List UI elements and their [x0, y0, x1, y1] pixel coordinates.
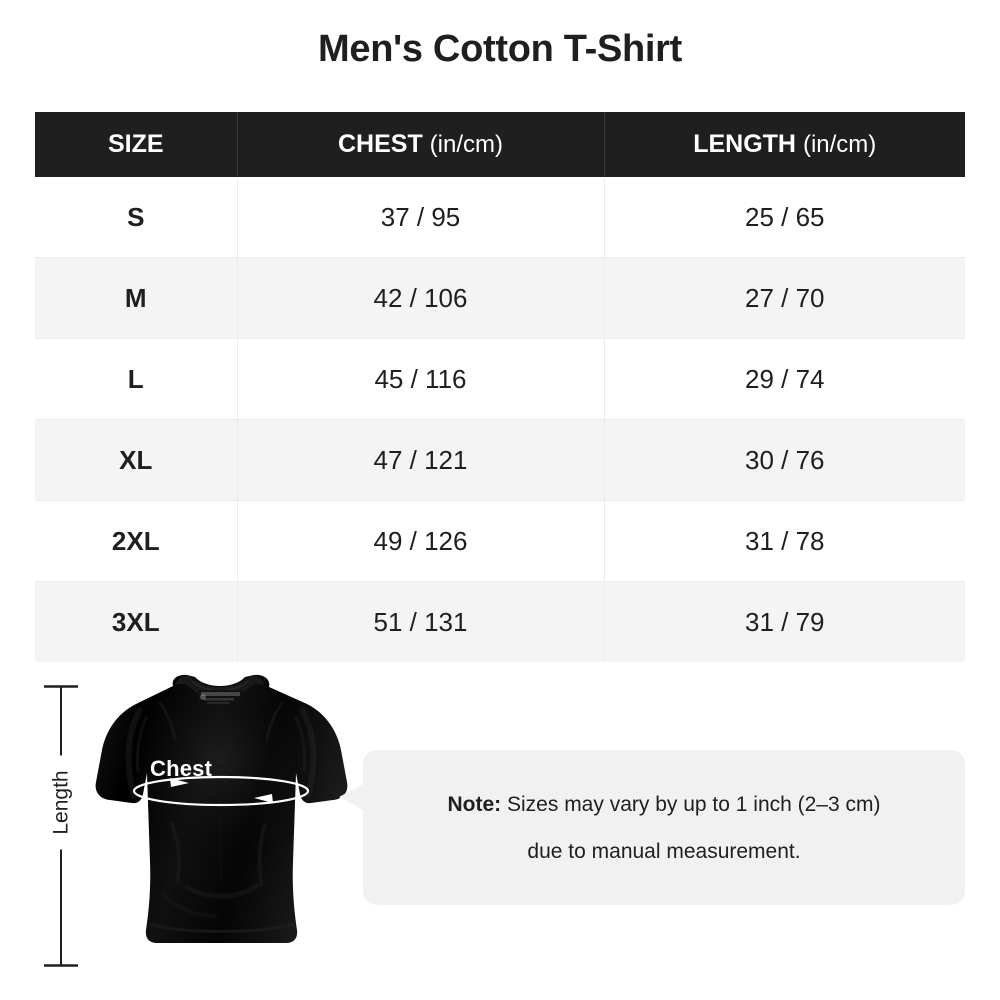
- cell-chest: 45 / 116: [237, 338, 605, 420]
- table-body: S 37 / 95 25 / 65 M 42 / 106 27 / 70 L 4…: [35, 177, 965, 662]
- cell-chest: 47 / 121: [237, 419, 605, 501]
- length-dimension-line: Length: [38, 685, 84, 967]
- length-label: Length: [47, 755, 75, 850]
- cell-chest: 42 / 106: [237, 257, 605, 339]
- cell-chest: 51 / 131: [237, 581, 605, 662]
- cell-length: 29 / 74: [604, 338, 965, 420]
- cell-size: S: [35, 177, 238, 258]
- table-row: XL 47 / 121 30 / 76: [35, 419, 965, 501]
- cell-size: L: [35, 338, 238, 420]
- neck-tag-icon: [198, 690, 243, 705]
- column-header-length-text: LENGTH: [693, 130, 796, 158]
- cell-size: 3XL: [35, 581, 238, 662]
- cell-length: 25 / 65: [604, 177, 965, 258]
- note-bubble: Note: Sizes may vary by up to 1 inch (2–…: [363, 750, 965, 905]
- cell-length: 30 / 76: [604, 419, 965, 501]
- chest-label: Chest: [150, 756, 213, 781]
- size-chart-table: SIZE CHEST (in/cm) LENGTH (in/cm) S 37 /…: [35, 112, 965, 662]
- note-bubble-tail: [339, 783, 365, 811]
- note-line-2: due to manual measurement.: [527, 839, 801, 863]
- table-row: 3XL 51 / 131 31 / 79: [35, 581, 965, 662]
- table-row: S 37 / 95 25 / 65: [35, 177, 965, 258]
- table-row: L 45 / 116 29 / 74: [35, 338, 965, 420]
- table-header-row: SIZE CHEST (in/cm) LENGTH (in/cm): [35, 112, 965, 177]
- note-prefix: Note:: [447, 792, 502, 816]
- cell-length: 27 / 70: [604, 257, 965, 339]
- cell-size: M: [35, 257, 238, 339]
- column-header-length: LENGTH (in/cm): [604, 112, 965, 177]
- note-line-1: Note: Sizes may vary by up to 1 inch (2–…: [448, 781, 881, 828]
- table-header: SIZE CHEST (in/cm) LENGTH (in/cm): [35, 112, 965, 177]
- cell-length: 31 / 79: [604, 581, 965, 662]
- cell-size: 2XL: [35, 500, 238, 582]
- cell-chest: 49 / 126: [237, 500, 605, 582]
- note-text-1: Sizes may vary by up to 1 inch (2–3 cm): [501, 792, 881, 816]
- column-header-chest-text: CHEST: [337, 130, 423, 158]
- chest-measure-icon: [132, 775, 310, 807]
- cell-length: 31 / 78: [604, 500, 965, 582]
- column-header-chest: CHEST (in/cm): [237, 112, 605, 177]
- column-header-size: SIZE: [35, 112, 238, 177]
- column-header-length-unit: (in/cm): [802, 131, 877, 158]
- table-row: 2XL 49 / 126 31 / 78: [35, 500, 965, 582]
- tshirt-illustration: [75, 672, 365, 972]
- cell-chest: 37 / 95: [237, 177, 605, 258]
- page-title: Men's Cotton T-Shirt: [318, 28, 682, 70]
- column-header-chest-unit: (in/cm): [429, 131, 503, 158]
- table-row: M 42 / 106 27 / 70: [35, 257, 965, 339]
- cell-size: XL: [35, 419, 238, 501]
- tshirt-icon: [95, 674, 348, 943]
